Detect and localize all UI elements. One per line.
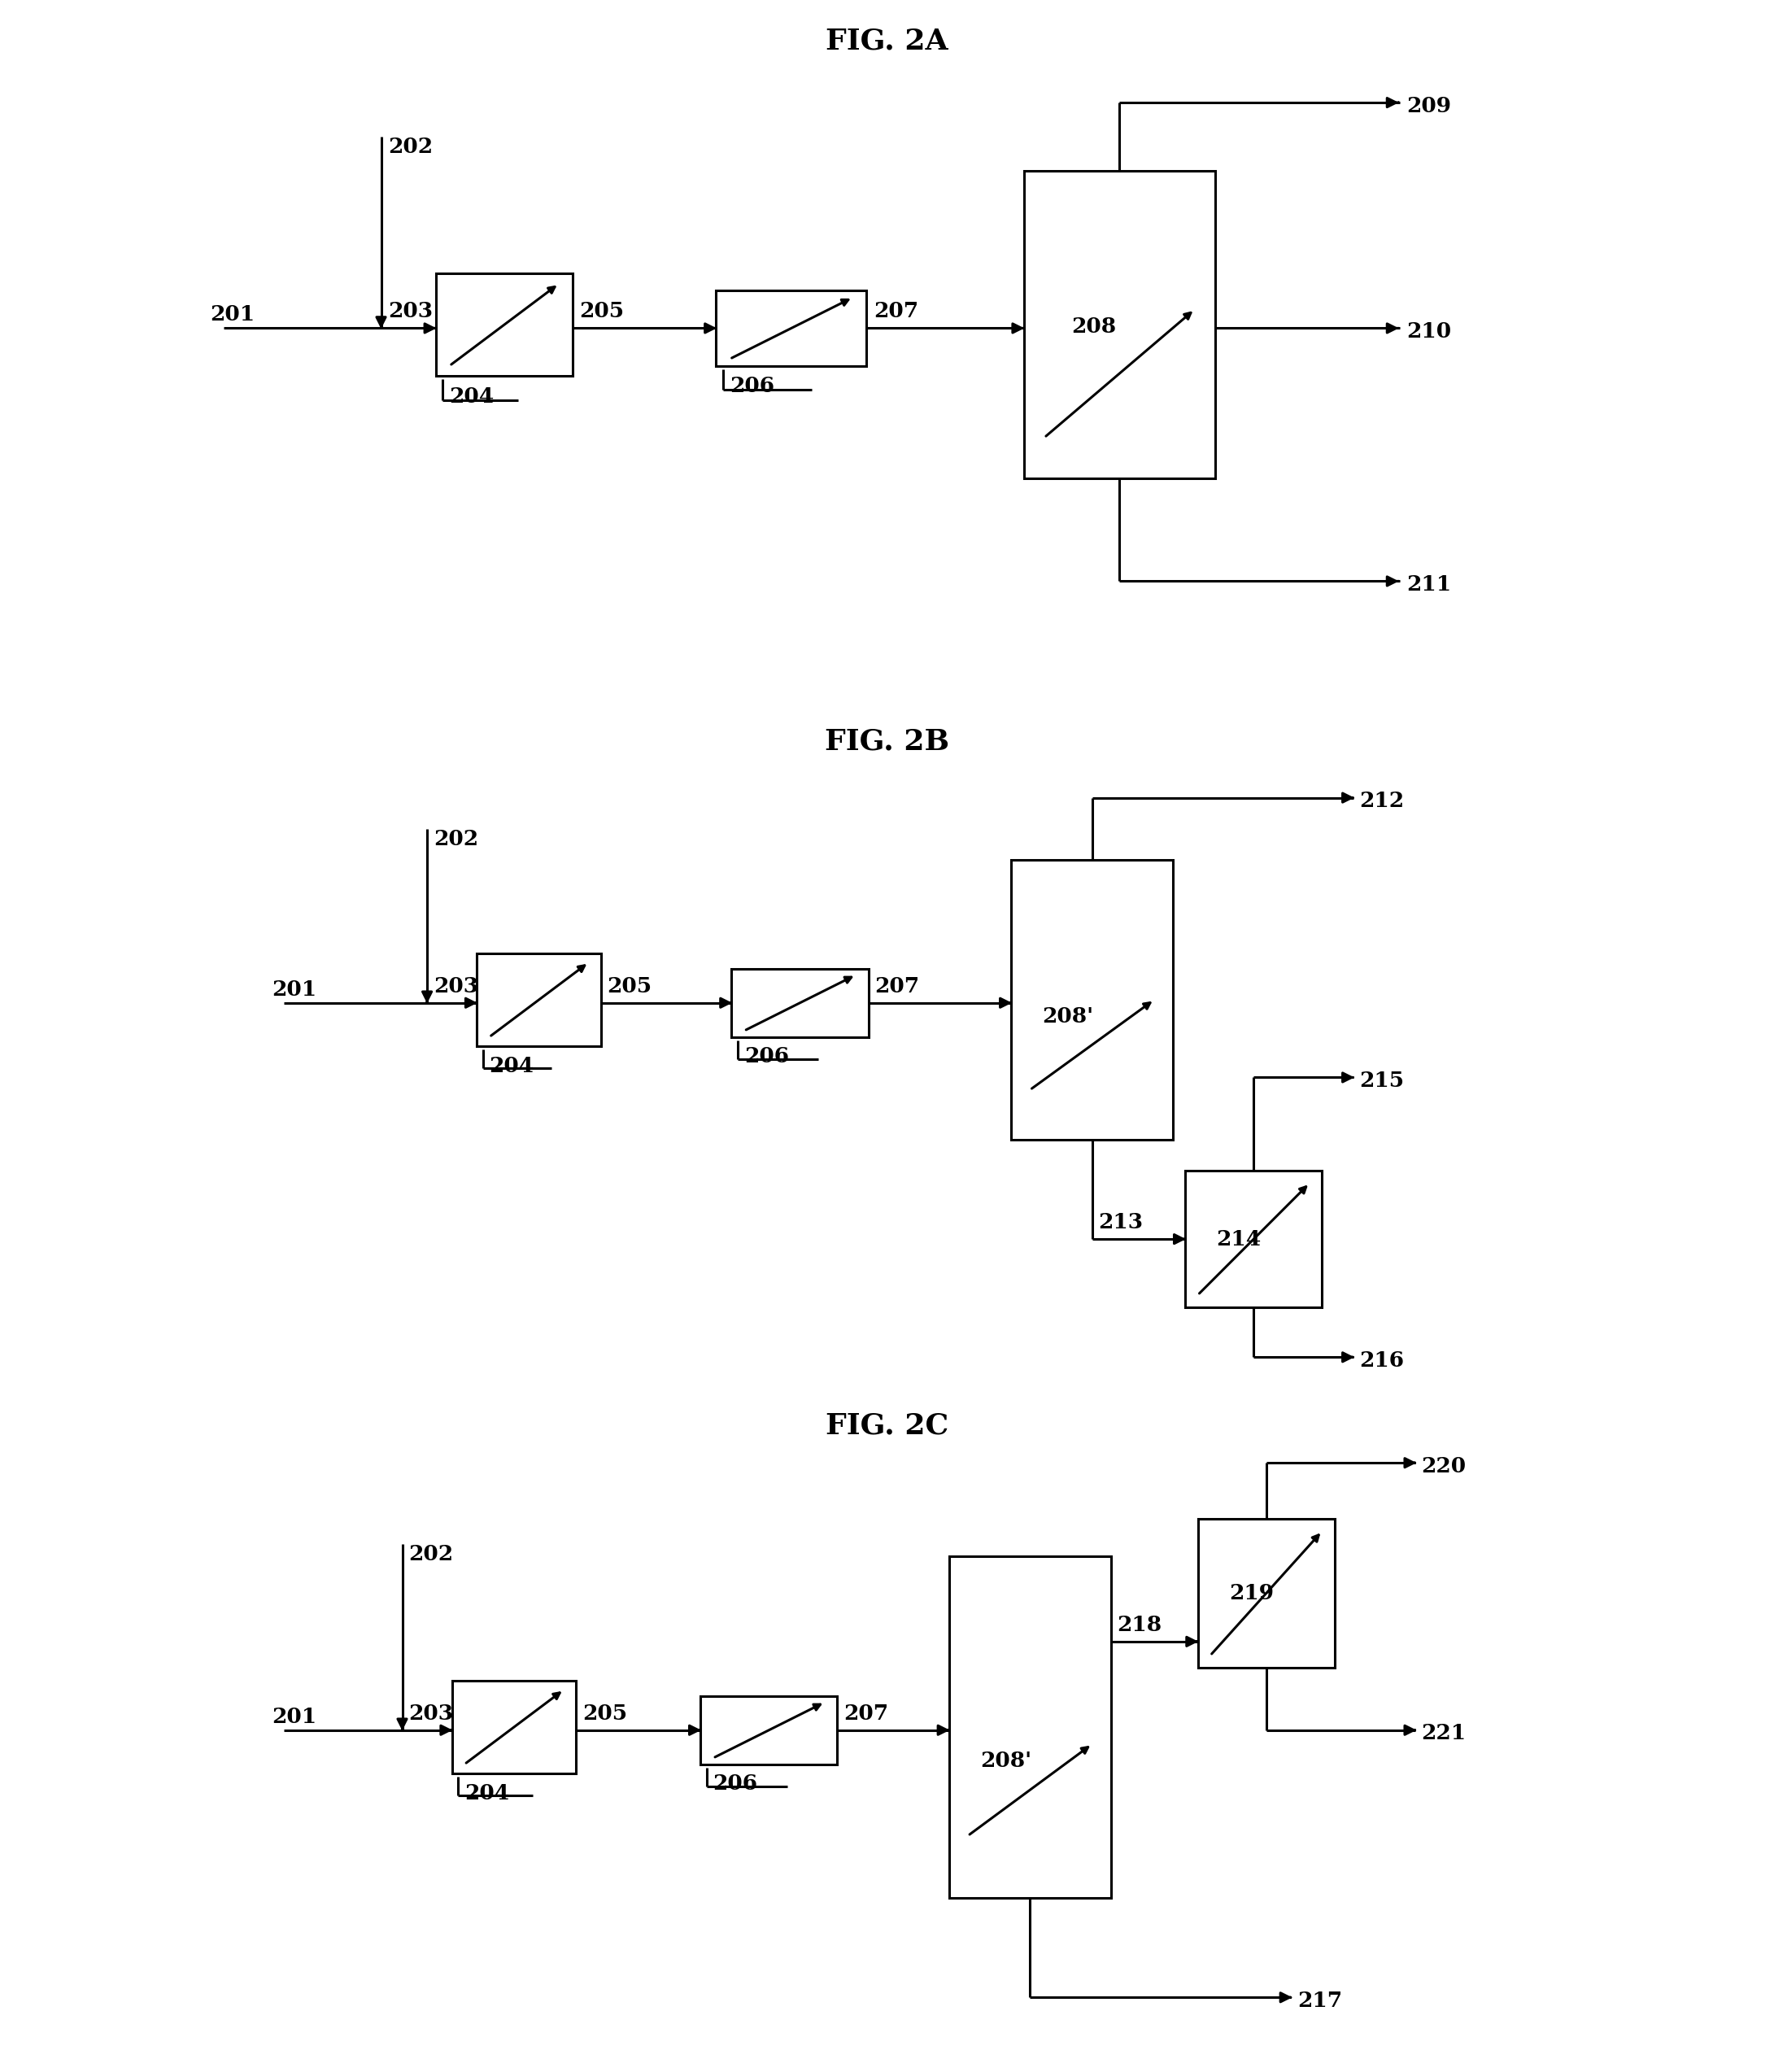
Bar <box>452 1680 577 1774</box>
Bar <box>717 290 866 367</box>
Text: FIG. 2A: FIG. 2A <box>825 27 949 54</box>
Text: 202: 202 <box>389 137 433 157</box>
Text: 216: 216 <box>1359 1351 1403 1370</box>
Text: 201: 201 <box>271 980 316 1001</box>
Bar <box>731 970 867 1036</box>
Text: FIG. 2B: FIG. 2B <box>825 727 949 756</box>
Bar <box>1011 860 1173 1140</box>
Text: 215: 215 <box>1359 1071 1405 1090</box>
Bar <box>1197 1519 1334 1668</box>
Text: 219: 219 <box>1229 1583 1274 1604</box>
Text: 204: 204 <box>465 1782 509 1803</box>
Text: 204: 204 <box>490 1057 534 1075</box>
Text: 204: 204 <box>449 385 495 406</box>
Text: 206: 206 <box>729 375 775 396</box>
Text: 205: 205 <box>607 976 653 997</box>
Text: 214: 214 <box>1217 1229 1261 1249</box>
Text: 206: 206 <box>713 1774 757 1794</box>
Text: 207: 207 <box>875 976 919 997</box>
Text: 203: 203 <box>389 300 433 321</box>
Text: 221: 221 <box>1421 1724 1467 1743</box>
Text: 209: 209 <box>1407 95 1451 116</box>
Bar <box>1024 172 1215 479</box>
Text: 201: 201 <box>209 305 255 325</box>
Text: 211: 211 <box>1407 574 1451 595</box>
Text: 203: 203 <box>408 1703 454 1724</box>
Text: 217: 217 <box>1297 1991 1343 2010</box>
Text: 208: 208 <box>1071 317 1116 336</box>
Text: 207: 207 <box>843 1703 889 1724</box>
Text: 206: 206 <box>743 1046 789 1067</box>
Text: 202: 202 <box>433 829 479 850</box>
Bar <box>436 274 573 375</box>
Text: 208': 208' <box>981 1751 1031 1772</box>
Text: 203: 203 <box>433 976 479 997</box>
Text: 205: 205 <box>582 1703 628 1724</box>
Text: 201: 201 <box>271 1707 316 1728</box>
Bar <box>477 953 601 1046</box>
Text: FIG. 2C: FIG. 2C <box>825 1411 949 1440</box>
Text: 207: 207 <box>873 300 919 321</box>
Text: 210: 210 <box>1407 321 1451 342</box>
Text: 202: 202 <box>408 1544 454 1564</box>
Bar <box>701 1695 837 1765</box>
Text: 218: 218 <box>1118 1614 1162 1635</box>
Bar <box>949 1556 1111 1898</box>
Text: 205: 205 <box>580 300 624 321</box>
Text: 213: 213 <box>1098 1212 1142 1233</box>
Text: 212: 212 <box>1359 792 1405 810</box>
Bar <box>1185 1171 1322 1307</box>
Text: 220: 220 <box>1421 1457 1467 1475</box>
Text: 208': 208' <box>1043 1007 1095 1026</box>
